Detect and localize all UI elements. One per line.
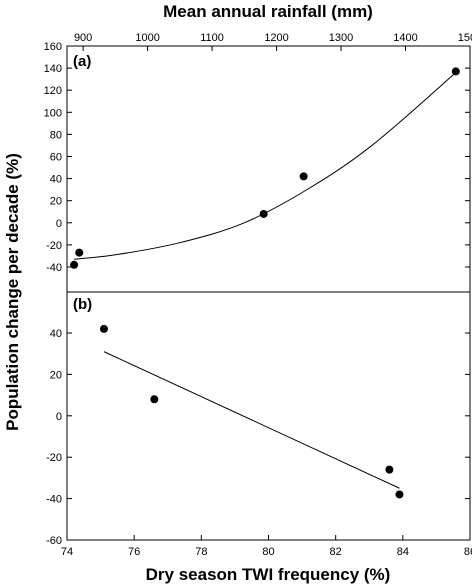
x-tick-label: 80 bbox=[262, 546, 274, 558]
y-tick-label: 120 bbox=[44, 85, 62, 97]
data-point bbox=[299, 172, 308, 181]
data-point bbox=[70, 260, 79, 269]
y-tick-label: 40 bbox=[50, 328, 62, 340]
y-axis-title: Population change per decade (%) bbox=[3, 153, 22, 431]
y-tick-label: 0 bbox=[56, 411, 62, 423]
x-tick-label: 74 bbox=[61, 546, 73, 558]
x-tick-label: 86 bbox=[464, 546, 472, 558]
y-tick-label: -20 bbox=[46, 452, 62, 464]
y-tick-label: -40 bbox=[46, 262, 62, 274]
top-x-axis-title: Mean annual rainfall (mm) bbox=[163, 2, 373, 21]
x-tick-label: 76 bbox=[128, 546, 140, 558]
panel-a-label: (a) bbox=[73, 53, 91, 70]
y-tick-label: -20 bbox=[46, 240, 62, 252]
x-tick-label: 1500 bbox=[458, 32, 472, 44]
plot-frame bbox=[66, 45, 471, 541]
y-tick-label: 80 bbox=[50, 129, 62, 141]
y-tick-label: 160 bbox=[44, 41, 62, 53]
y-tick-label: -40 bbox=[46, 494, 62, 506]
fit-curve bbox=[74, 72, 457, 260]
y-tick-label: -60 bbox=[46, 535, 62, 547]
data-point bbox=[75, 248, 84, 257]
x-tick-label: 1300 bbox=[329, 32, 353, 44]
x-tick-label: 1400 bbox=[393, 32, 417, 44]
x-tick-label: 1200 bbox=[264, 32, 288, 44]
bottom-x-axis-title: Dry season TWI frequency (%) bbox=[146, 565, 391, 584]
x-tick-label: 78 bbox=[195, 546, 207, 558]
panel-a: -40 -20 0 20 40 60 80 100 120 140 160 900 1000 1100 12… bbox=[44, 32, 472, 274]
data-point bbox=[395, 490, 404, 499]
data-point bbox=[99, 324, 108, 333]
panel-b-label: (b) bbox=[73, 296, 92, 313]
panel-b: -60 -40 -20 0 20 40 74 76 78 80 82 84 86 bbox=[46, 324, 472, 558]
y-tick-label: 20 bbox=[50, 196, 62, 208]
data-point bbox=[150, 395, 159, 404]
x-tick-label: 1100 bbox=[200, 32, 224, 44]
data-point bbox=[259, 209, 268, 218]
x-tick-label: 1000 bbox=[135, 32, 159, 44]
y-tick-label: 100 bbox=[44, 107, 62, 119]
x-tick-label: 900 bbox=[74, 32, 92, 44]
data-point bbox=[385, 465, 394, 474]
data-point bbox=[451, 67, 460, 76]
y-tick-label: 20 bbox=[50, 369, 62, 381]
y-tick-label: 0 bbox=[56, 218, 62, 230]
y-tick-label: 60 bbox=[50, 152, 62, 164]
x-tick-label: 82 bbox=[330, 546, 342, 558]
fit-line bbox=[103, 351, 400, 489]
y-tick-label: 40 bbox=[50, 174, 62, 186]
y-tick-label: 140 bbox=[44, 63, 62, 75]
x-tick-label: 84 bbox=[397, 546, 409, 558]
